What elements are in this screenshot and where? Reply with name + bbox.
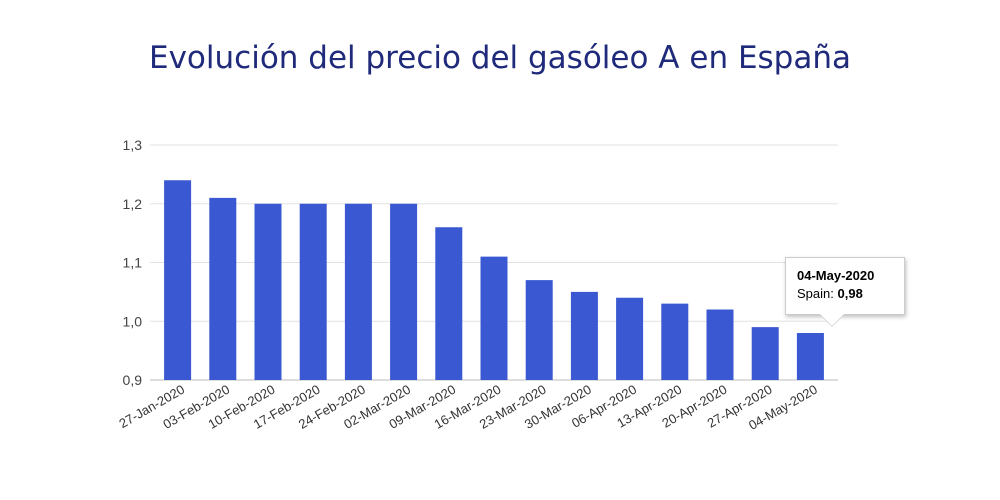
y-axis-ticks: 0,9 1,0 1,1 1,2 1,3: [123, 137, 143, 388]
y-tick-label: 1,3: [123, 137, 143, 153]
tooltip-series-label: Spain:: [797, 286, 834, 301]
bar[interactable]: [299, 203, 327, 380]
bar[interactable]: [254, 203, 282, 380]
bar[interactable]: [480, 256, 508, 380]
y-tick-label: 1,2: [123, 196, 143, 212]
x-axis-ticks: 27-Jan-202003-Feb-202010-Feb-202017-Feb-…: [116, 382, 820, 433]
bar[interactable]: [796, 333, 824, 380]
y-tick-label: 0,9: [123, 372, 143, 388]
bar[interactable]: [209, 197, 237, 380]
bar[interactable]: [344, 203, 372, 380]
bar[interactable]: [525, 280, 553, 380]
page-title: Evolución del precio del gasóleo A en Es…: [149, 40, 851, 76]
data-tooltip: 04-May-2020 Spain: 0,98: [785, 257, 905, 315]
tooltip-date: 04-May-2020: [797, 268, 875, 283]
bar[interactable]: [661, 303, 689, 380]
tooltip-value-line: Spain: 0,98: [797, 285, 904, 303]
y-tick-label: 1,0: [123, 313, 143, 329]
bar[interactable]: [164, 180, 192, 380]
tooltip-pointer: [820, 314, 844, 326]
bar[interactable]: [751, 327, 779, 380]
tooltip-value: 0,98: [837, 286, 863, 301]
bar[interactable]: [435, 227, 463, 380]
bar[interactable]: [570, 291, 598, 380]
y-tick-label: 1,1: [123, 255, 143, 271]
bar[interactable]: [390, 203, 418, 380]
bar[interactable]: [616, 297, 644, 380]
bar[interactable]: [706, 309, 734, 381]
bars: [164, 180, 824, 380]
